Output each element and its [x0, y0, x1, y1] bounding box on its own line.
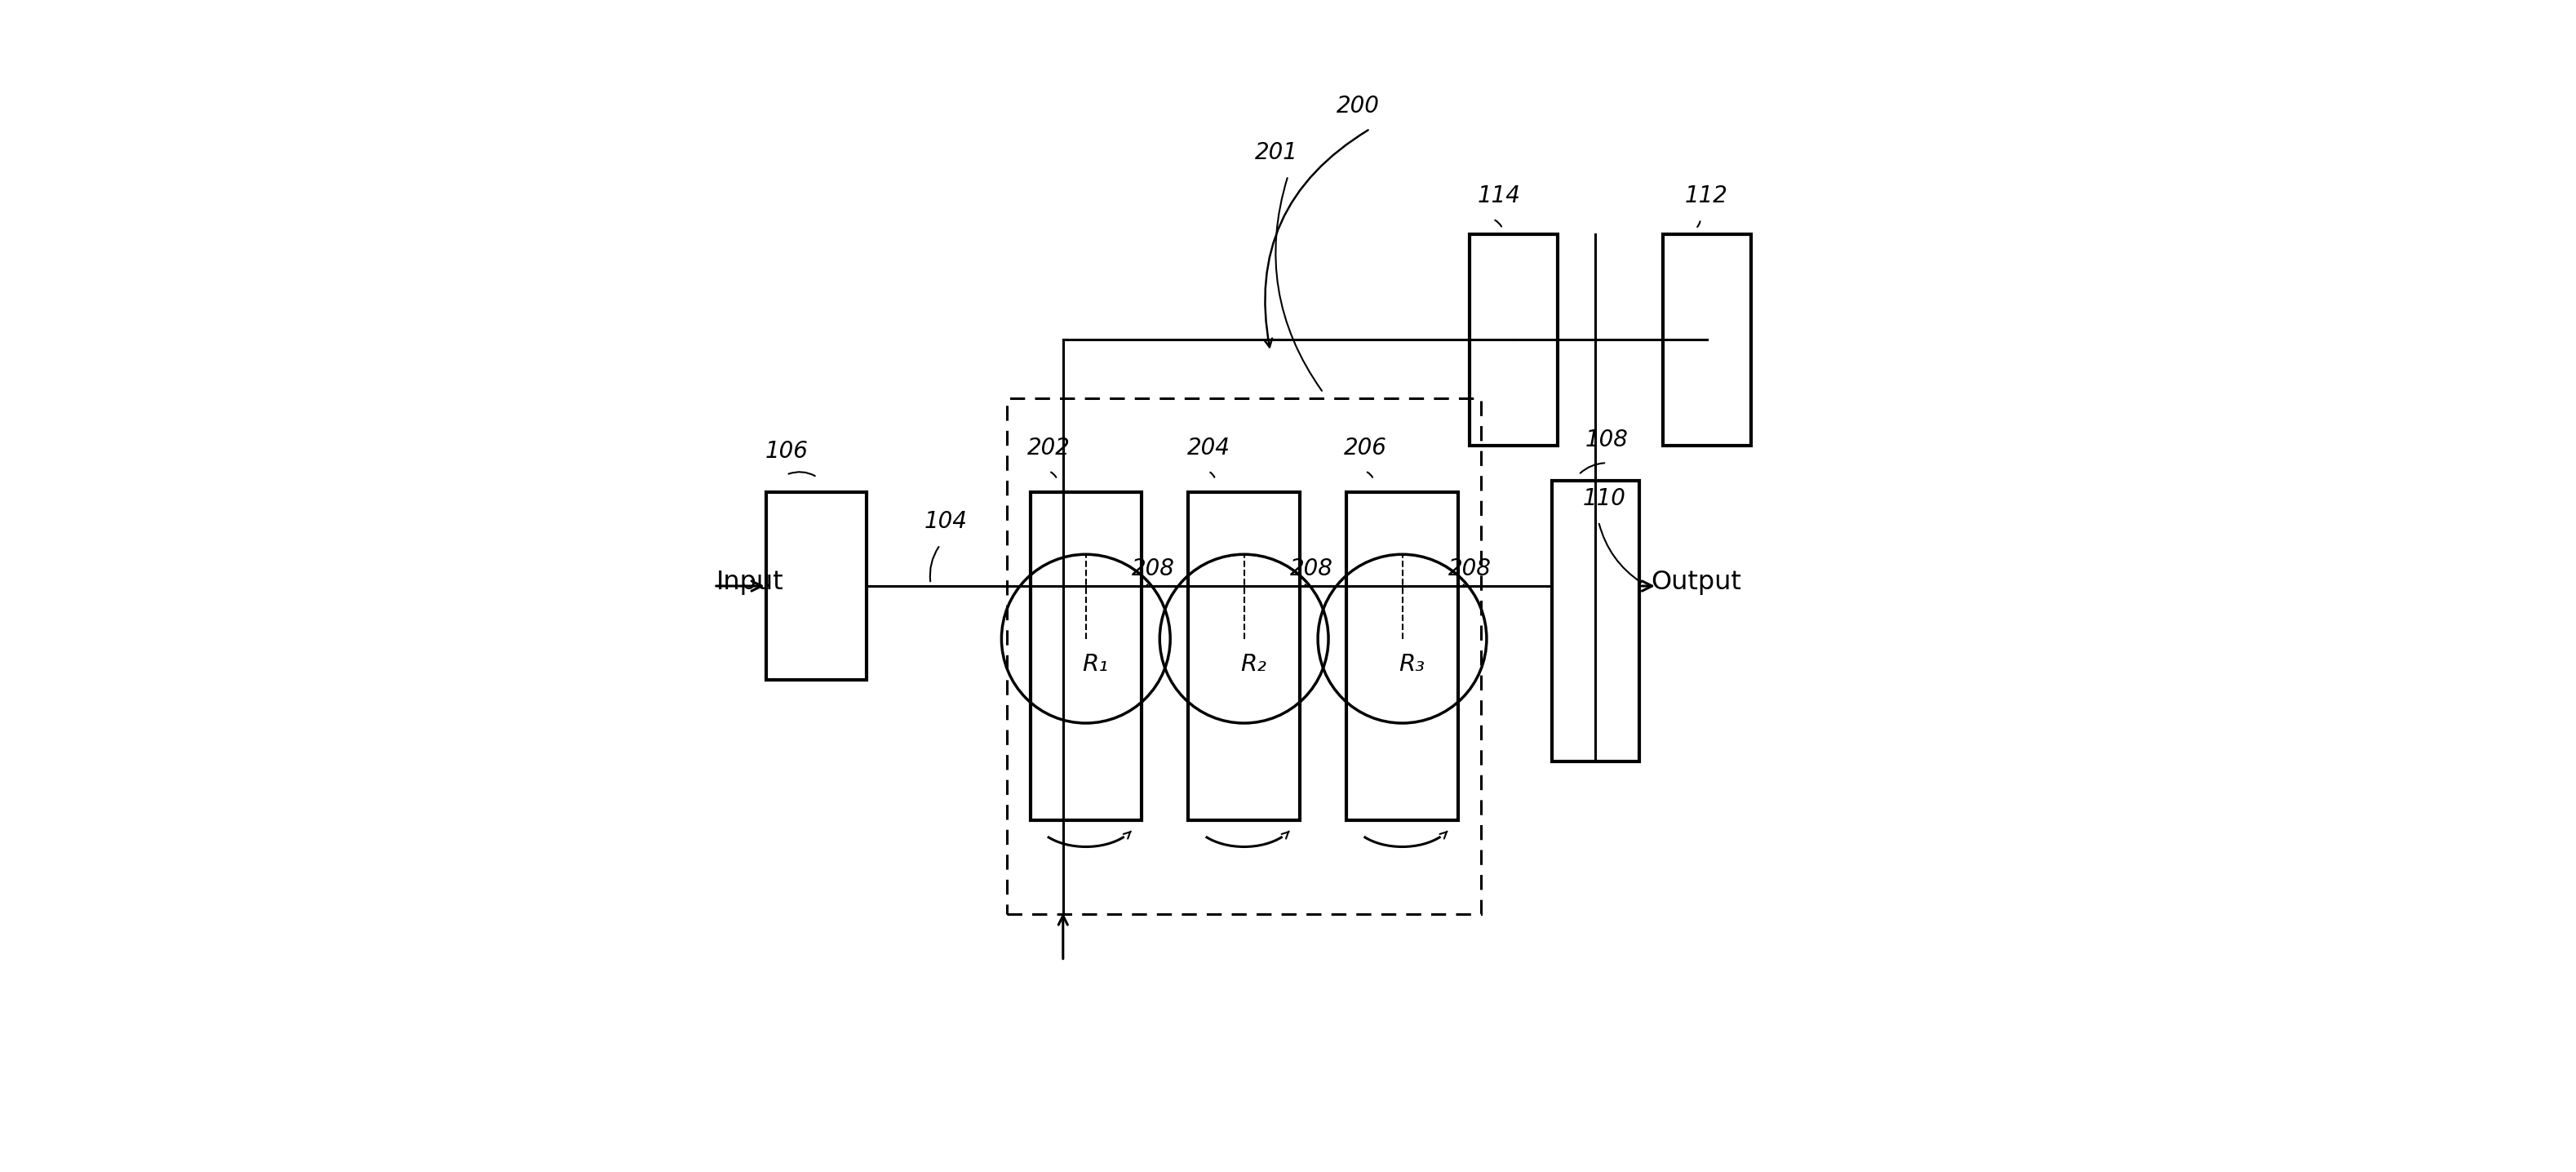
Text: R₂: R₂	[1242, 653, 1267, 676]
Text: 201: 201	[1255, 142, 1298, 164]
Bar	[1030, 492, 1141, 820]
Text: R₁: R₁	[1082, 653, 1108, 676]
Text: Input: Input	[716, 570, 783, 595]
Bar	[1471, 234, 1558, 445]
Text: 106: 106	[765, 441, 809, 463]
Text: R₃: R₃	[1399, 653, 1425, 676]
Text: 208: 208	[1448, 558, 1492, 580]
Text: 110: 110	[1582, 488, 1625, 510]
Text: 206: 206	[1345, 437, 1386, 459]
Text: 208: 208	[1291, 558, 1332, 580]
Text: 114: 114	[1479, 185, 1520, 207]
Text: 202: 202	[1028, 437, 1072, 459]
Text: 204: 204	[1188, 437, 1229, 459]
Text: 112: 112	[1685, 185, 1728, 207]
Text: 200: 200	[1337, 95, 1381, 117]
Bar	[1551, 481, 1638, 762]
Bar	[1007, 398, 1481, 914]
Bar	[1347, 492, 1458, 820]
Bar	[1188, 492, 1301, 820]
Text: 108: 108	[1584, 429, 1628, 451]
Text: 208: 208	[1131, 558, 1175, 580]
Text: Output: Output	[1651, 570, 1741, 595]
Bar	[1664, 234, 1752, 445]
Text: 104: 104	[925, 511, 969, 533]
Bar	[768, 492, 866, 680]
